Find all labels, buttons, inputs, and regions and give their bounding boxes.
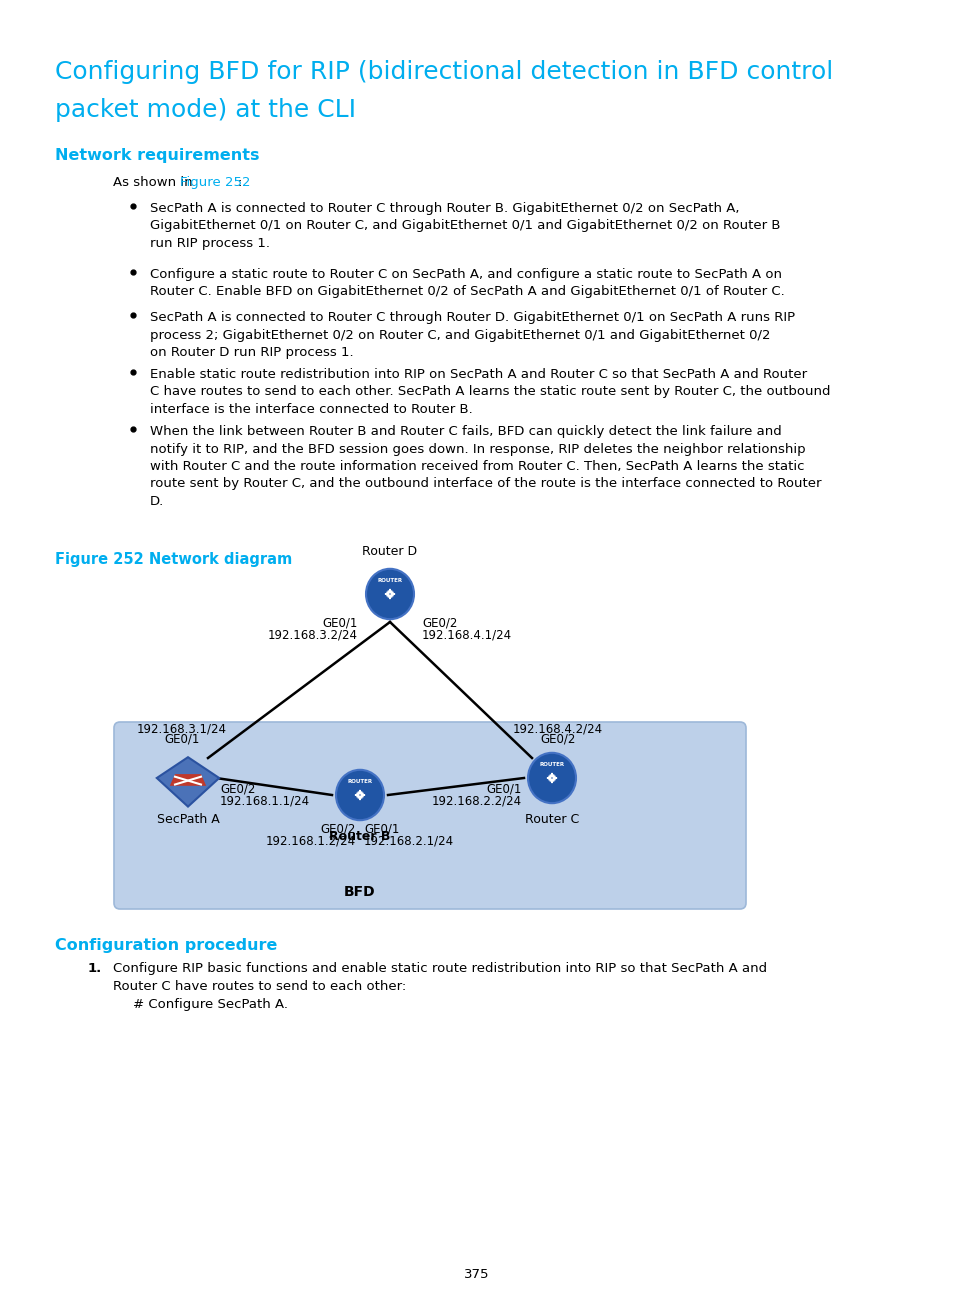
Text: 192.168.1.2/24: 192.168.1.2/24 <box>266 835 355 848</box>
Text: GE0/1: GE0/1 <box>322 616 357 629</box>
Text: 192.168.2.2/24: 192.168.2.2/24 <box>432 794 521 807</box>
Text: Configure a static route to Router C on SecPath A, and configure a static route : Configure a static route to Router C on … <box>150 268 784 298</box>
Text: ROUTER: ROUTER <box>538 762 564 767</box>
Text: Router B: Router B <box>329 829 391 842</box>
Text: SecPath A: SecPath A <box>156 813 219 826</box>
Text: GE0/1: GE0/1 <box>164 734 199 746</box>
Text: :: : <box>237 176 242 189</box>
Text: 192.168.2.1/24: 192.168.2.1/24 <box>364 835 454 848</box>
Text: 192.168.3.1/24: 192.168.3.1/24 <box>137 722 227 735</box>
Text: BFD: BFD <box>344 885 375 899</box>
FancyBboxPatch shape <box>113 722 745 908</box>
Text: Network requirements: Network requirements <box>55 148 259 163</box>
Text: GE0/1: GE0/1 <box>486 781 521 794</box>
Polygon shape <box>156 757 219 806</box>
Text: As shown in: As shown in <box>112 176 196 189</box>
Text: 192.168.1.1/24: 192.168.1.1/24 <box>220 794 310 807</box>
Text: GE0/2: GE0/2 <box>320 823 355 836</box>
Text: SecPath A is connected to Router C through Router D. GigabitEthernet 0/1 on SecP: SecPath A is connected to Router C throu… <box>150 311 794 359</box>
Text: 1.: 1. <box>88 962 102 975</box>
Text: 192.168.3.2/24: 192.168.3.2/24 <box>268 629 357 642</box>
Text: Enable static route redistribution into RIP on SecPath A and Router C so that Se: Enable static route redistribution into … <box>150 368 830 416</box>
Text: ROUTER: ROUTER <box>377 578 402 583</box>
Text: 192.168.4.1/24: 192.168.4.1/24 <box>421 629 512 642</box>
Text: When the link between Router B and Router C fails, BFD can quickly detect the li: When the link between Router B and Route… <box>150 425 821 508</box>
Ellipse shape <box>527 753 576 804</box>
Ellipse shape <box>366 569 414 619</box>
Text: Router C: Router C <box>524 813 578 826</box>
Text: packet mode) at the CLI: packet mode) at the CLI <box>55 98 355 122</box>
Ellipse shape <box>335 770 384 820</box>
Text: Configuring BFD for RIP (bidirectional detection in BFD control: Configuring BFD for RIP (bidirectional d… <box>55 60 832 84</box>
Text: GE0/1: GE0/1 <box>364 823 399 836</box>
Text: Figure 252: Figure 252 <box>180 176 251 189</box>
Text: Router D: Router D <box>362 546 417 559</box>
Text: Configuration procedure: Configuration procedure <box>55 938 277 953</box>
Text: ROUTER: ROUTER <box>347 779 373 784</box>
Text: 192.168.4.2/24: 192.168.4.2/24 <box>513 722 602 735</box>
Text: GE0/2: GE0/2 <box>421 616 456 629</box>
Text: GE0/2: GE0/2 <box>220 781 255 794</box>
Text: Figure 252 Network diagram: Figure 252 Network diagram <box>55 552 292 568</box>
Text: Configure RIP basic functions and enable static route redistribution into RIP so: Configure RIP basic functions and enable… <box>112 962 766 993</box>
Text: # Configure SecPath A.: # Configure SecPath A. <box>132 998 288 1011</box>
Polygon shape <box>170 774 206 785</box>
Text: GE0/2: GE0/2 <box>539 734 575 746</box>
Text: SecPath A is connected to Router C through Router B. GigabitEthernet 0/2 on SecP: SecPath A is connected to Router C throu… <box>150 202 780 250</box>
Text: 375: 375 <box>464 1267 489 1280</box>
